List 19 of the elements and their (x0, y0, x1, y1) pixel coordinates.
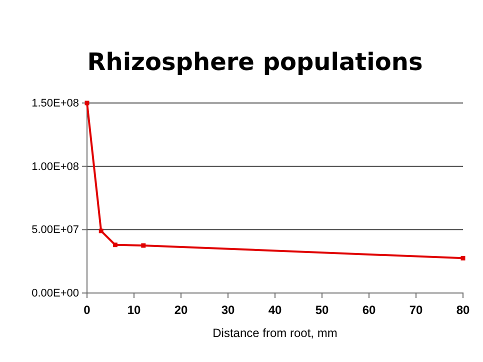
y-tick-label: 0.00E+00 (32, 288, 79, 300)
x-tick-label: 60 (362, 303, 376, 318)
x-tick-label: 80 (456, 303, 470, 318)
point (460, 256, 466, 260)
x-tick-label: 40 (268, 303, 282, 318)
point (112, 242, 118, 248)
x-tick-label: 70 (409, 303, 423, 318)
x-tick-label: 10 (127, 303, 141, 318)
chart-title: Rhizosphere populations (87, 48, 423, 76)
point (141, 243, 146, 248)
y-tick-label: 5.00E+07 (32, 224, 79, 236)
x-axis-title: Distance from root, mm (212, 326, 338, 340)
x-tick-label: 30 (221, 303, 235, 318)
x-tick-label: 0 (84, 303, 91, 318)
y-tick-label: 1.00E+08 (32, 160, 79, 173)
point (98, 228, 104, 234)
x-tick-label: 20 (174, 303, 188, 318)
y-tick-label: 1.50E+08 (32, 98, 79, 110)
x-tick-label: 50 (315, 303, 329, 318)
